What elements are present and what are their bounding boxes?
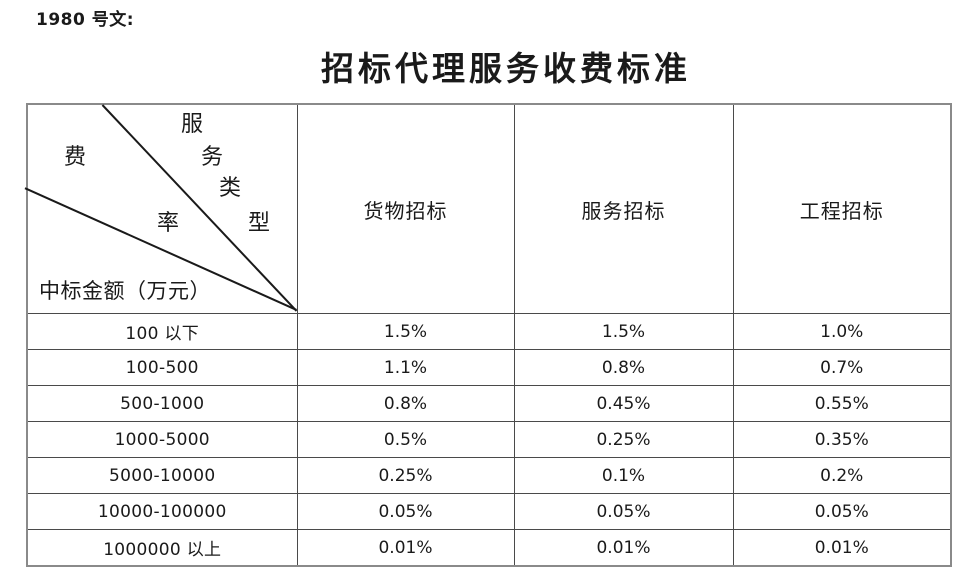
diagonal-divider-lines bbox=[24, 104, 298, 312]
rate-value-cell: 1.0% bbox=[732, 313, 952, 350]
corner-col-axis-char: 类 bbox=[219, 176, 242, 201]
rate-value-cell: 0.25% bbox=[513, 421, 734, 458]
table-row: 1000-5000 0.5% 0.25% 0.35% bbox=[26, 421, 952, 458]
diagonal-header-cell: 服 务 类 型 费 率 中标金额（万元） bbox=[24, 103, 298, 314]
rate-value-cell: 0.1% bbox=[513, 457, 734, 494]
corner-amount-axis-label: 中标金额（万元） bbox=[39, 279, 211, 303]
corner-col-axis-char: 务 bbox=[201, 145, 224, 170]
fee-standard-table: 服 务 类 型 费 率 中标金额（万元） 货物招标 服务招标 工程招标 100 … bbox=[24, 103, 952, 567]
table-row: 100-500 1.1% 0.8% 0.7% bbox=[26, 349, 952, 386]
column-header-service: 服务招标 bbox=[513, 103, 734, 314]
table-row: 5000-10000 0.25% 0.1% 0.2% bbox=[26, 457, 952, 494]
column-header-goods: 货物招标 bbox=[296, 103, 515, 314]
amount-range-cell: 500-1000 bbox=[26, 385, 298, 422]
rate-value-cell: 0.35% bbox=[732, 421, 952, 458]
table-row: 500-1000 0.8% 0.45% 0.55% bbox=[26, 385, 952, 422]
rate-value-cell: 0.01% bbox=[296, 529, 515, 567]
amount-range-cell: 5000-10000 bbox=[26, 457, 298, 494]
table-row: 100 以下 1.5% 1.5% 1.0% bbox=[26, 313, 952, 350]
rate-value-cell: 0.05% bbox=[513, 493, 734, 530]
rate-value-cell: 0.8% bbox=[513, 349, 734, 386]
rate-value-cell: 0.45% bbox=[513, 385, 734, 422]
corner-col-axis-char: 服 bbox=[181, 112, 204, 137]
diagonal-line-lower bbox=[24, 187, 297, 311]
amount-range-cell: 1000000 以上 bbox=[26, 529, 298, 567]
page-title: 招标代理服务收费标准 bbox=[321, 49, 691, 88]
amount-range-cell: 1000-5000 bbox=[26, 421, 298, 458]
table-row: 1000000 以上 0.01% 0.01% 0.01% bbox=[26, 529, 952, 567]
column-header-works: 工程招标 bbox=[732, 103, 952, 314]
rate-value-cell: 0.01% bbox=[513, 529, 734, 567]
rate-value-cell: 1.1% bbox=[296, 349, 515, 386]
rate-value-cell: 0.5% bbox=[296, 421, 515, 458]
header-row: 服 务 类 型 费 率 中标金额（万元） 货物招标 服务招标 工程招标 bbox=[24, 103, 952, 314]
rate-value-cell: 0.8% bbox=[296, 385, 515, 422]
amount-range-cell: 100 以下 bbox=[26, 313, 298, 350]
rate-value-cell: 0.05% bbox=[732, 493, 952, 530]
amount-range-cell: 100-500 bbox=[26, 349, 298, 386]
corner-col-axis-char: 型 bbox=[248, 211, 271, 236]
rate-value-cell: 1.5% bbox=[513, 313, 734, 350]
doc-reference: 1980 号文: bbox=[36, 10, 135, 30]
table-body: 100 以下 1.5% 1.5% 1.0% 100-500 1.1% 0.8% 0.7% 500… bbox=[26, 313, 952, 567]
rate-value-cell: 0.55% bbox=[732, 385, 952, 422]
rate-value-cell: 1.5% bbox=[296, 313, 515, 350]
rate-value-cell: 0.05% bbox=[296, 493, 515, 530]
corner-rate-axis-char: 率 bbox=[157, 211, 180, 236]
amount-range-cell: 10000-100000 bbox=[26, 493, 298, 530]
rate-value-cell: 0.25% bbox=[296, 457, 515, 494]
corner-rate-axis-char: 费 bbox=[64, 145, 87, 170]
table-row: 10000-100000 0.05% 0.05% 0.05% bbox=[26, 493, 952, 530]
rate-value-cell: 0.7% bbox=[732, 349, 952, 386]
rate-value-cell: 0.01% bbox=[732, 529, 952, 567]
diagonal-line-upper bbox=[101, 104, 298, 312]
rate-value-cell: 0.2% bbox=[732, 457, 952, 494]
